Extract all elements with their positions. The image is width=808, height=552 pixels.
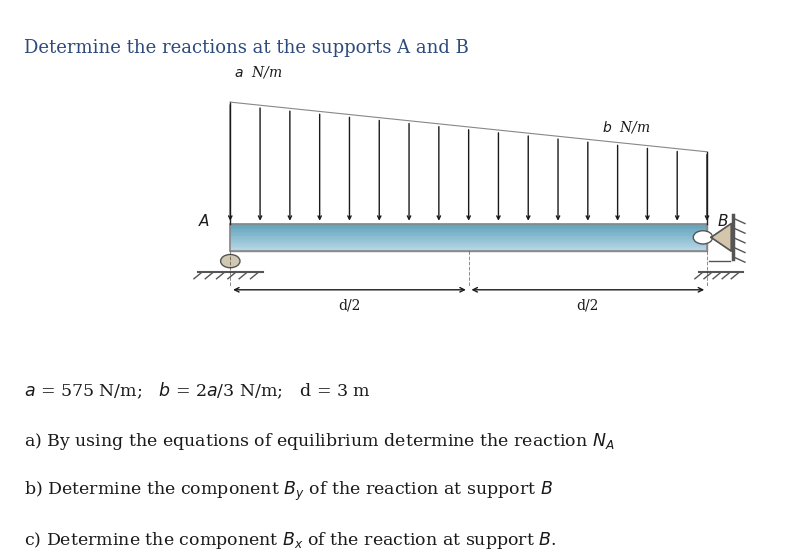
Bar [230, 233, 707, 235]
Text: b) Determine the component $B_y$ of the reaction at support $B$: b) Determine the component $B_y$ of the … [24, 480, 553, 503]
Text: d/2: d/2 [577, 298, 599, 312]
Circle shape [693, 231, 713, 244]
Bar [230, 238, 707, 240]
Bar [230, 244, 707, 246]
Text: c) Determine the component $B_x$ of the reaction at support $B$.: c) Determine the component $B_x$ of the … [24, 530, 557, 551]
Bar [230, 237, 707, 238]
Bar [230, 224, 707, 251]
Bar [230, 228, 707, 229]
Polygon shape [711, 224, 731, 251]
Bar [230, 231, 707, 232]
Bar [230, 225, 707, 226]
Bar [230, 242, 707, 243]
Text: $A$: $A$ [198, 213, 210, 229]
Bar [230, 226, 707, 227]
Bar [230, 236, 707, 237]
Bar [230, 224, 707, 225]
Text: a) By using the equations of equilibrium determine the reaction $N_A$: a) By using the equations of equilibrium… [24, 431, 615, 452]
Bar [230, 250, 707, 251]
Text: $a$  N/m: $a$ N/m [234, 64, 283, 80]
Bar [230, 247, 707, 248]
Bar [230, 235, 707, 236]
Text: Determine the reactions at the supports A and B: Determine the reactions at the supports … [24, 39, 469, 57]
Text: d/2: d/2 [339, 298, 360, 312]
Bar [230, 243, 707, 244]
Bar [230, 232, 707, 233]
FancyBboxPatch shape [230, 224, 707, 251]
Circle shape [221, 254, 240, 268]
Text: $a$ = 575 N/m;   $b$ = 2$a$/3 N/m;   d = 3 m: $a$ = 575 N/m; $b$ = 2$a$/3 N/m; d = 3 m [24, 381, 371, 401]
Bar [230, 229, 707, 231]
Text: $b$  N/m: $b$ N/m [602, 119, 650, 135]
Bar [230, 240, 707, 242]
Bar [230, 246, 707, 247]
Bar [230, 248, 707, 250]
Text: $B$: $B$ [717, 213, 728, 229]
